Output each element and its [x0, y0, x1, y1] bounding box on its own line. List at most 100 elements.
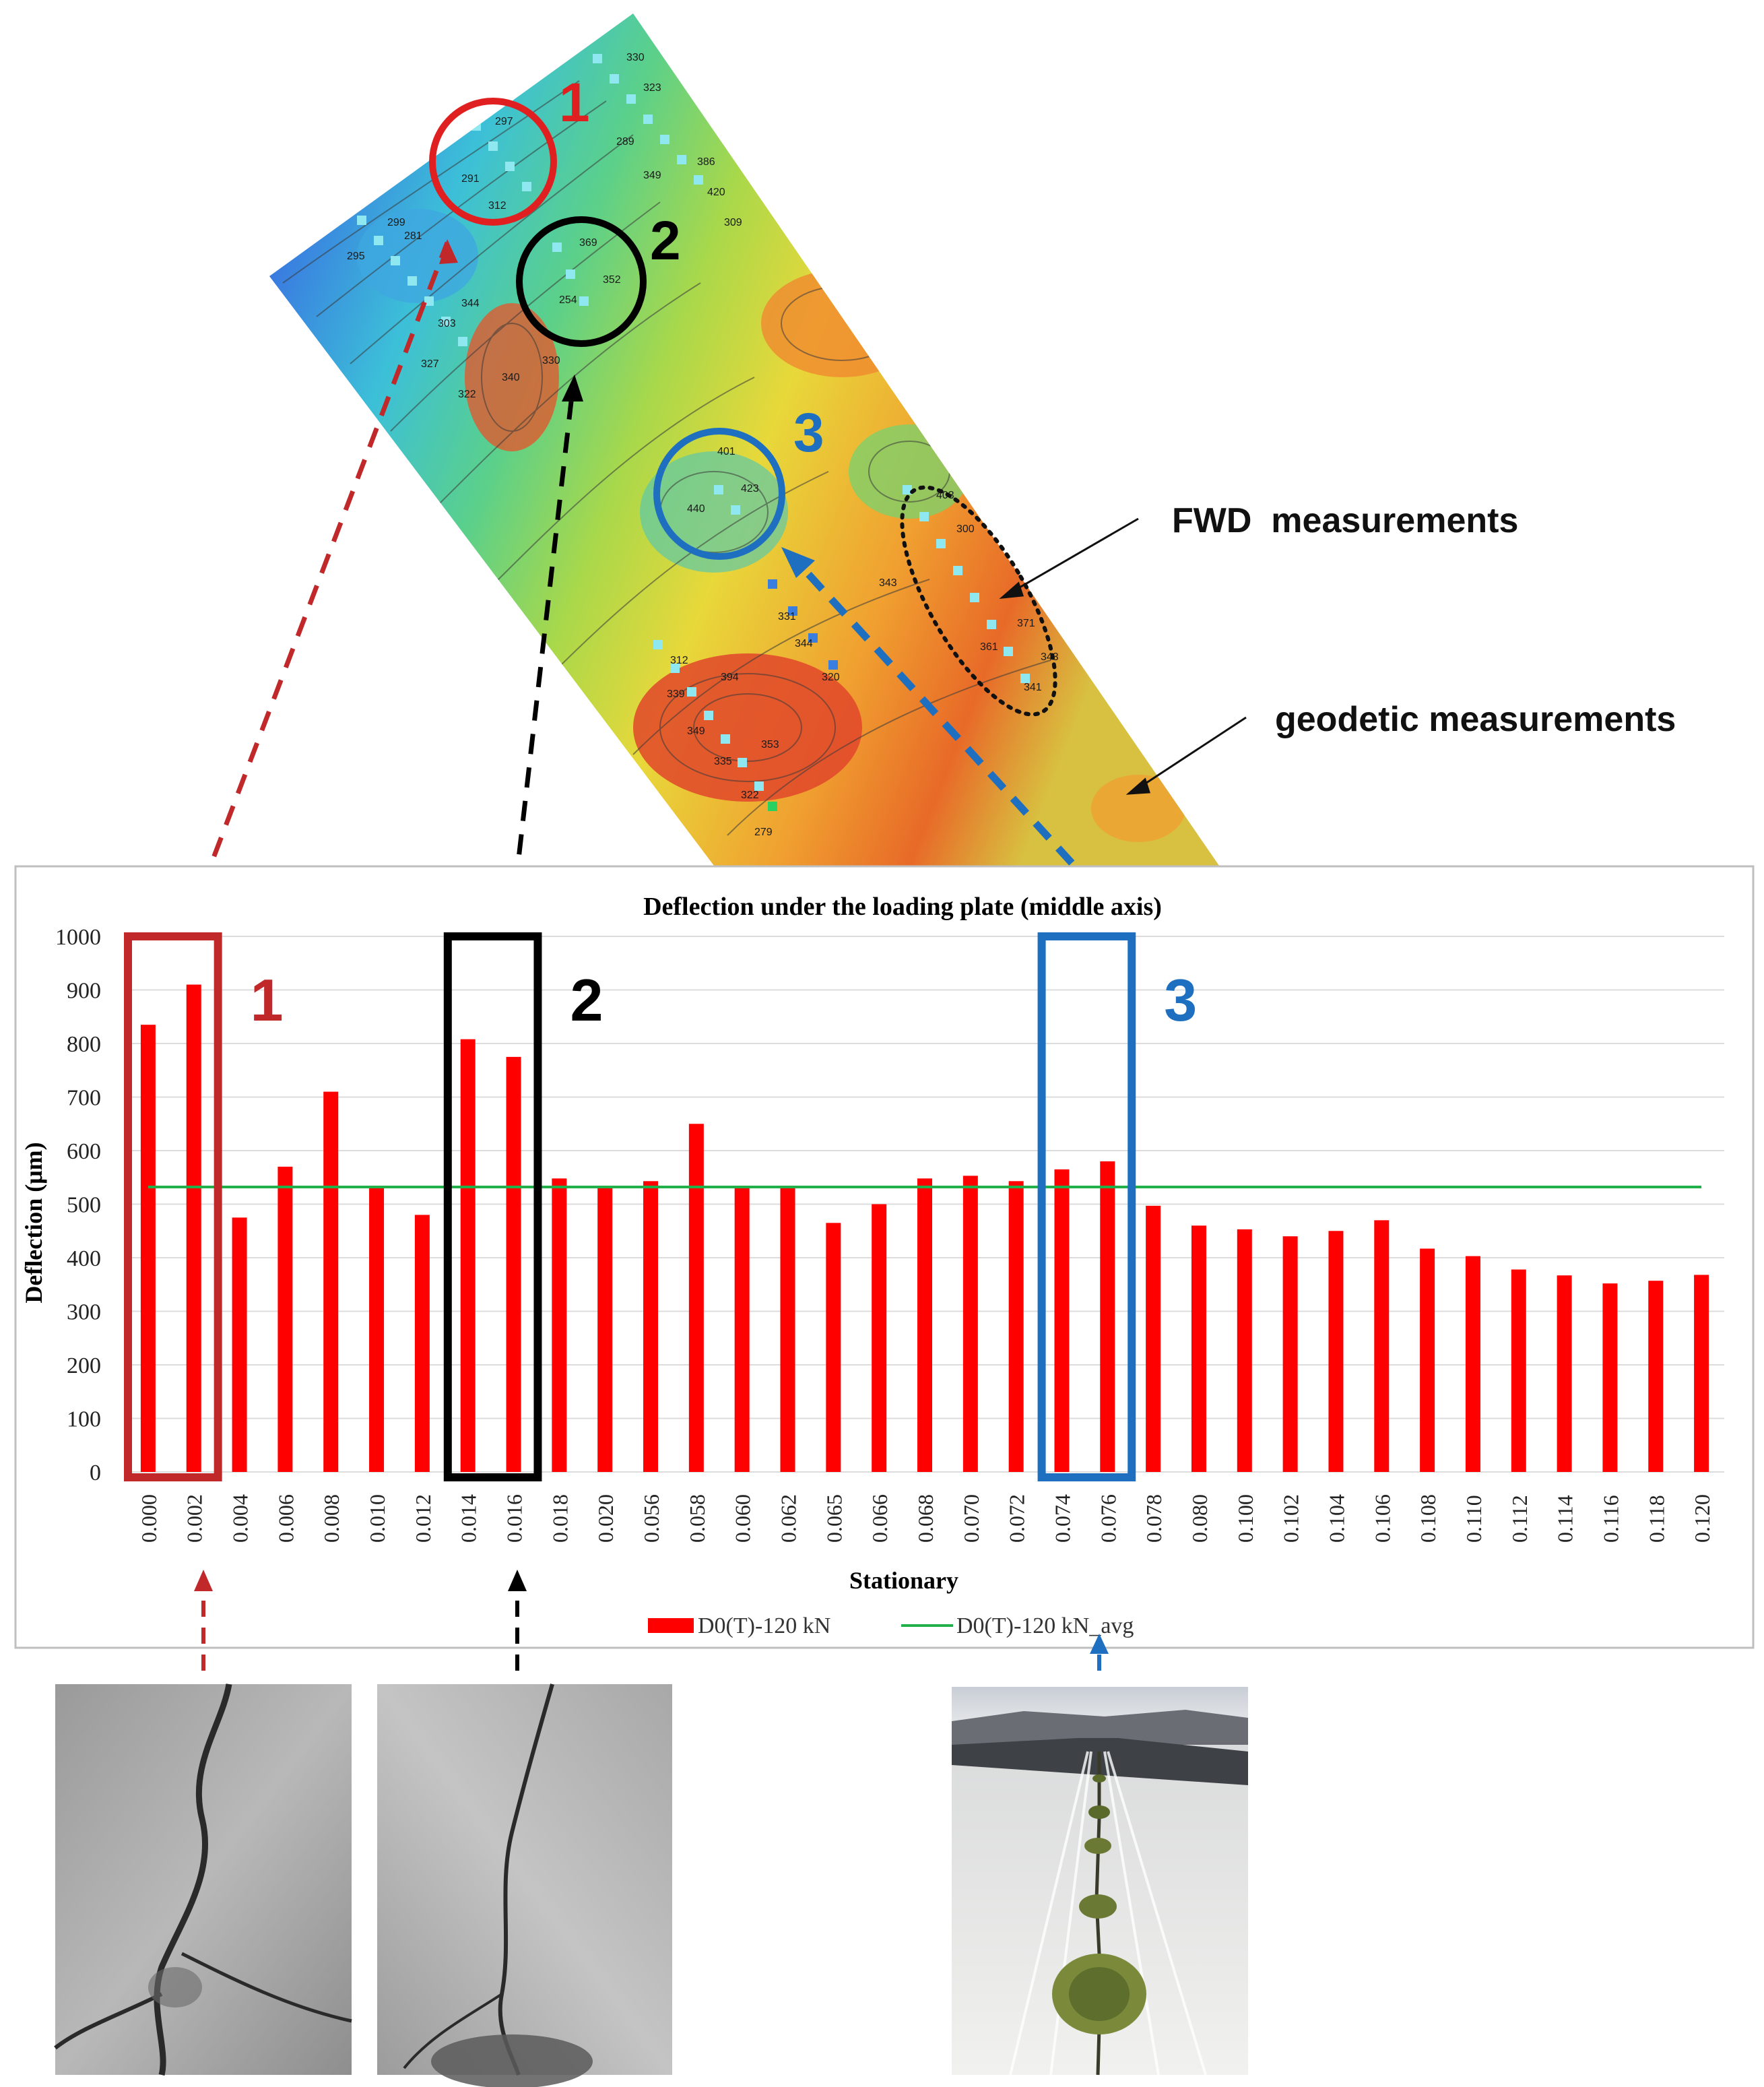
- contour-value-label: 254: [559, 294, 577, 306]
- x-tick-label: 0.006: [273, 1494, 298, 1543]
- runway-photo: [952, 1687, 1248, 2076]
- bar: [323, 1091, 339, 1472]
- contour-value-label: 281: [404, 230, 422, 242]
- connector-arrow-1: [199, 241, 450, 889]
- bar: [1328, 1231, 1344, 1472]
- y-tick-label: 500: [67, 1193, 101, 1218]
- crack-photo-1: [54, 1683, 352, 2076]
- photo-arrowhead-1: [194, 1570, 213, 1591]
- contour-value-label: 339: [667, 688, 685, 700]
- highlight-box-2: [443, 932, 542, 1481]
- x-tick-label: 0.078: [1142, 1494, 1166, 1543]
- contour-value-label: 291: [461, 173, 480, 185]
- fwd-points: [357, 54, 1030, 811]
- contour-value-label: 320: [822, 672, 840, 683]
- callout-label-3: 3: [793, 402, 824, 463]
- x-tick-label: 0.080: [1187, 1494, 1212, 1543]
- fwd-region-outline: [900, 485, 1057, 717]
- contour-value-label: 343: [1041, 651, 1059, 663]
- bar: [826, 1223, 841, 1472]
- contour-value-label: 394: [721, 672, 739, 683]
- geodetic-annotation-arrow: [1138, 716, 1247, 790]
- bar: [1694, 1275, 1709, 1472]
- y-tick-label: 800: [67, 1032, 101, 1057]
- contour-value-label: 303: [438, 318, 456, 329]
- bar: [1557, 1275, 1572, 1472]
- contour-value-label: 361: [980, 641, 998, 653]
- x-tick-label: 0.112: [1507, 1495, 1532, 1543]
- y-tick-label: 400: [67, 1246, 101, 1271]
- contour-value-label: 369: [579, 237, 597, 249]
- bar: [917, 1178, 932, 1472]
- contour-value-label: 341: [1024, 682, 1042, 693]
- bar: [369, 1188, 385, 1472]
- geodetic-annotation-label: geodetic measurements: [1275, 700, 1676, 739]
- y-axis-label: Deflection (μm): [20, 1142, 47, 1303]
- y-tick-label: 100: [67, 1407, 101, 1432]
- bar: [140, 1025, 156, 1472]
- x-axis-label: Stationary: [849, 1567, 958, 1594]
- highlight-label-1: 1: [251, 967, 284, 1033]
- contour-value-label: 322: [741, 790, 759, 801]
- callout-label-1: 1: [559, 72, 590, 133]
- contour-value-label: 330: [542, 355, 560, 366]
- contour-value-label: 323: [643, 82, 661, 94]
- bar: [1648, 1281, 1664, 1472]
- x-tick-label: 0.106: [1370, 1494, 1394, 1543]
- bar: [1374, 1220, 1390, 1472]
- bar: [1511, 1269, 1526, 1472]
- fwd-annotation-arrow: [1010, 517, 1139, 594]
- bar: [1465, 1256, 1480, 1472]
- bar: [414, 1215, 430, 1472]
- contour-value-label: 420: [707, 187, 725, 198]
- contour-value-label: 344: [461, 298, 480, 309]
- bar: [1237, 1229, 1252, 1472]
- bar: [643, 1181, 659, 1472]
- bar: [688, 1124, 704, 1472]
- connector-arrow-3: [791, 556, 1098, 891]
- map-coldspot: [357, 209, 478, 303]
- contour-value-label: 344: [795, 638, 813, 649]
- bar: [1054, 1169, 1070, 1472]
- contour-value-label: 330: [626, 52, 645, 63]
- x-tick-label: 0.066: [868, 1494, 892, 1543]
- bar: [1420, 1248, 1435, 1472]
- bar: [780, 1188, 795, 1472]
- contour-value-label: 371: [1017, 618, 1035, 629]
- contour-value-label: 349: [687, 726, 705, 737]
- x-tick-label: 0.000: [137, 1494, 161, 1543]
- contour-value-label: 401: [717, 446, 736, 457]
- map-hotspot: [1091, 775, 1185, 842]
- contour-value-label: 295: [347, 251, 365, 262]
- chart-title: Deflection under the loading plate (midd…: [643, 893, 1162, 921]
- x-tick-label: 0.100: [1233, 1494, 1257, 1543]
- x-tick-label: 0.060: [731, 1494, 755, 1543]
- x-tick-label: 0.118: [1644, 1495, 1668, 1543]
- x-tick-label: 0.120: [1690, 1494, 1714, 1543]
- y-tick-label: 700: [67, 1086, 101, 1111]
- bar: [460, 1039, 476, 1472]
- contour-value-label: 331: [778, 611, 796, 622]
- highlight-box-1: [124, 932, 222, 1481]
- contour-value-label: 340: [502, 372, 520, 383]
- fwd-annotation-label: FWD measurements: [1172, 501, 1518, 540]
- bar: [872, 1204, 887, 1472]
- contour-value-label: 322: [458, 389, 476, 400]
- contour-value-label: 386: [697, 156, 715, 168]
- bar: [1282, 1236, 1298, 1472]
- bar: [277, 1166, 293, 1472]
- bar: [1191, 1225, 1206, 1472]
- contour-value-label: 289: [616, 136, 634, 148]
- contour-value-label: 327: [421, 358, 439, 370]
- callout-label-2: 2: [650, 210, 681, 271]
- photo-arrowhead-3: [1090, 1634, 1109, 1654]
- x-tick-label: 0.002: [183, 1494, 207, 1543]
- bar: [597, 1188, 613, 1472]
- x-tick-label: 0.070: [959, 1494, 983, 1543]
- x-tick-label: 0.102: [1279, 1494, 1303, 1543]
- x-tick-label: 0.114: [1553, 1495, 1577, 1543]
- contour-value-label: 423: [741, 483, 759, 494]
- x-tick-label: 0.116: [1598, 1495, 1623, 1543]
- connector-arrowhead-2: [562, 375, 583, 402]
- x-tick-label: 0.004: [228, 1494, 253, 1543]
